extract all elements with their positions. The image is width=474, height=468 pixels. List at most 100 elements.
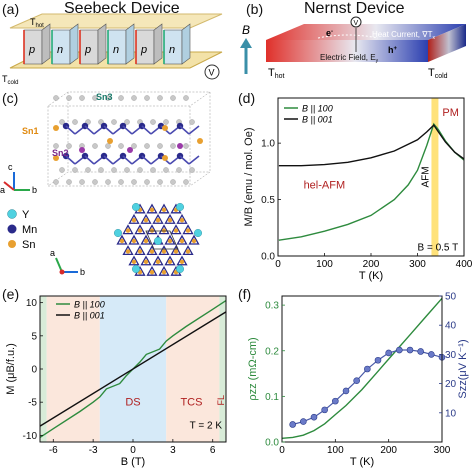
panel-label-a: (a) — [2, 1, 20, 17]
y-tick-label: 0.0 — [265, 438, 279, 449]
series-line — [39, 311, 227, 427]
y-tick-label: 0.0 — [261, 252, 275, 263]
x-tick-label: 0 — [275, 259, 281, 270]
series-line — [278, 122, 465, 241]
series-line — [278, 124, 465, 167]
chart-e: -6 -3 0 3 6 -10 -5 0 5 10 B (T) M (μB/f.u.) B || 100… — [5, 295, 227, 468]
x-tick-label: 300 — [434, 445, 451, 456]
x-tick-label: 100 — [316, 259, 333, 270]
seebeck-marker — [353, 377, 360, 384]
y2-axis-label: Szz(μV K⁻¹) — [457, 339, 469, 398]
x-tick-label: 200 — [363, 259, 380, 270]
x-tick-label: 100 — [327, 445, 344, 456]
y2-tick-label: 50 — [445, 292, 457, 303]
p-leg-label: p — [84, 44, 91, 56]
field-note: B = 0.5 T — [418, 242, 459, 253]
series-line — [292, 349, 443, 426]
x-tick-label: 0 — [130, 445, 136, 456]
t-cold-label: Tcold — [2, 74, 19, 84]
svg-text:Sn: Sn — [22, 239, 35, 251]
chart-d: 0 100 200 300 400 0.0 0.5 1.0 T (K) M/B (emu / mo… — [243, 97, 473, 282]
x-axis-label: B (T) — [121, 456, 145, 468]
seebeck-marker — [310, 413, 318, 421]
x-tick-label: -3 — [89, 445, 98, 456]
panel-b: (b) Nernst Device B Thot Tcold e- h+ Hea… — [238, 0, 474, 84]
voltmeter-icon — [204, 64, 220, 80]
phase-region — [40, 296, 47, 442]
y2-tick-label: 10 — [445, 408, 457, 419]
y-axis-label: ρzz (mΩ-cm) — [247, 337, 259, 400]
ds-label: DS — [125, 397, 140, 409]
y-tick-label: 5 — [31, 331, 37, 342]
seebeck-marker — [417, 348, 424, 355]
site-sn3: Sn3 — [96, 92, 113, 102]
legend-entry: B || 001 — [302, 115, 333, 125]
tcs-label: TCS — [180, 397, 202, 409]
site-sn1: Sn1 — [22, 126, 39, 136]
svg-text:a: a — [50, 248, 55, 258]
panel-e: (e) -6 -3 0 3 6 -10 -5 0 5 10 B (T) M (μB/f.u.) B ||… — [0, 284, 236, 468]
phase-region — [166, 296, 220, 442]
pm-label: PM — [442, 107, 459, 119]
panel-d: (d) 0 100 200 300 400 0.0 0.5 1.0 T (K) M/B (emu … — [236, 86, 474, 284]
nernst-title: Nernst Device — [304, 0, 405, 17]
panel-label-c: (c) — [2, 90, 19, 106]
legend-entry: B || 100 — [74, 300, 105, 310]
x-tick-label: 300 — [409, 259, 426, 270]
voltmeter-label: V — [209, 68, 215, 78]
panel-label-f: (f) — [238, 286, 252, 302]
y2-tick-label: 40 — [445, 321, 457, 332]
y-tick-label: 0.3 — [265, 301, 279, 312]
y-tick-label: -5 — [28, 398, 37, 409]
seebeck-marker — [406, 346, 414, 354]
nernst-device-diagram: B Thot Tcold e- h+ Heat Current, ∇Tx Ele… — [240, 16, 466, 80]
seebeck-marker — [364, 365, 371, 373]
nernst-voltmeter-label: V — [354, 20, 359, 27]
phase-region — [46, 296, 100, 442]
phase-region — [219, 296, 226, 442]
site-sn2: Sn2 — [52, 148, 69, 158]
y-tick-label: 0.2 — [265, 346, 279, 357]
y-tick-label: 0.1 — [265, 392, 279, 403]
heat-current-label: Heat Current, ∇Tx — [372, 30, 435, 41]
seebeck-device-diagram: p n p n p n Thot Tcold V — [2, 13, 223, 84]
y-tick-label: 1.0 — [261, 139, 275, 150]
x-tick-label: 200 — [380, 445, 397, 456]
field-arrow-icon — [240, 38, 252, 48]
axes-triad-bottom: a b — [50, 248, 85, 277]
p-leg-label: p — [140, 44, 147, 56]
field-label: B — [242, 23, 250, 37]
seebeck-marker — [342, 387, 350, 395]
x-tick-label: 0 — [279, 445, 285, 456]
svg-text:c: c — [8, 162, 13, 172]
hole-label: h+ — [388, 45, 398, 55]
seebeck-marker — [289, 421, 296, 428]
svg-text:b: b — [80, 267, 85, 277]
efield-label: Electric Field, Ey — [320, 53, 379, 64]
svg-text:Y: Y — [22, 209, 30, 221]
panel-a: (a) Seebeck Device p n p n p n Thot Tcold V — [0, 0, 230, 84]
y-tick-label: 0.5 — [261, 195, 275, 206]
afm-label: AFM — [420, 166, 431, 187]
hel-afm-label: hel-AFM — [304, 179, 346, 191]
seebeck-title: Seebeck Device — [64, 0, 180, 17]
seebeck-marker — [428, 351, 435, 358]
series-line — [281, 297, 443, 439]
svg-text:a: a — [0, 185, 5, 195]
panel-label-b: (b) — [246, 1, 264, 17]
x-tick-label: 400 — [456, 259, 473, 270]
nernst-voltmeter-icon — [350, 16, 362, 28]
y-tick-label: 0 — [31, 365, 37, 376]
x-axis-label: T (K) — [359, 270, 383, 282]
x-tick-label: 6 — [210, 445, 216, 456]
element-legend: Y Mn Sn — [7, 209, 37, 251]
legend-entry: B || 100 — [302, 104, 333, 114]
axes-triad-top: c a b — [0, 162, 37, 195]
n-leg-label: n — [169, 44, 175, 56]
x-tick-label: -6 — [49, 445, 58, 456]
y2-tick-label: 30 — [445, 350, 457, 361]
t-hot-label: Thot — [30, 17, 44, 29]
seebeck-marker — [396, 346, 403, 354]
nernst-t-cold: Tcold — [428, 67, 448, 80]
crystal-structure: Sn3 Sn1 Sn2 c a b Y Mn Sn a b — [0, 91, 211, 277]
